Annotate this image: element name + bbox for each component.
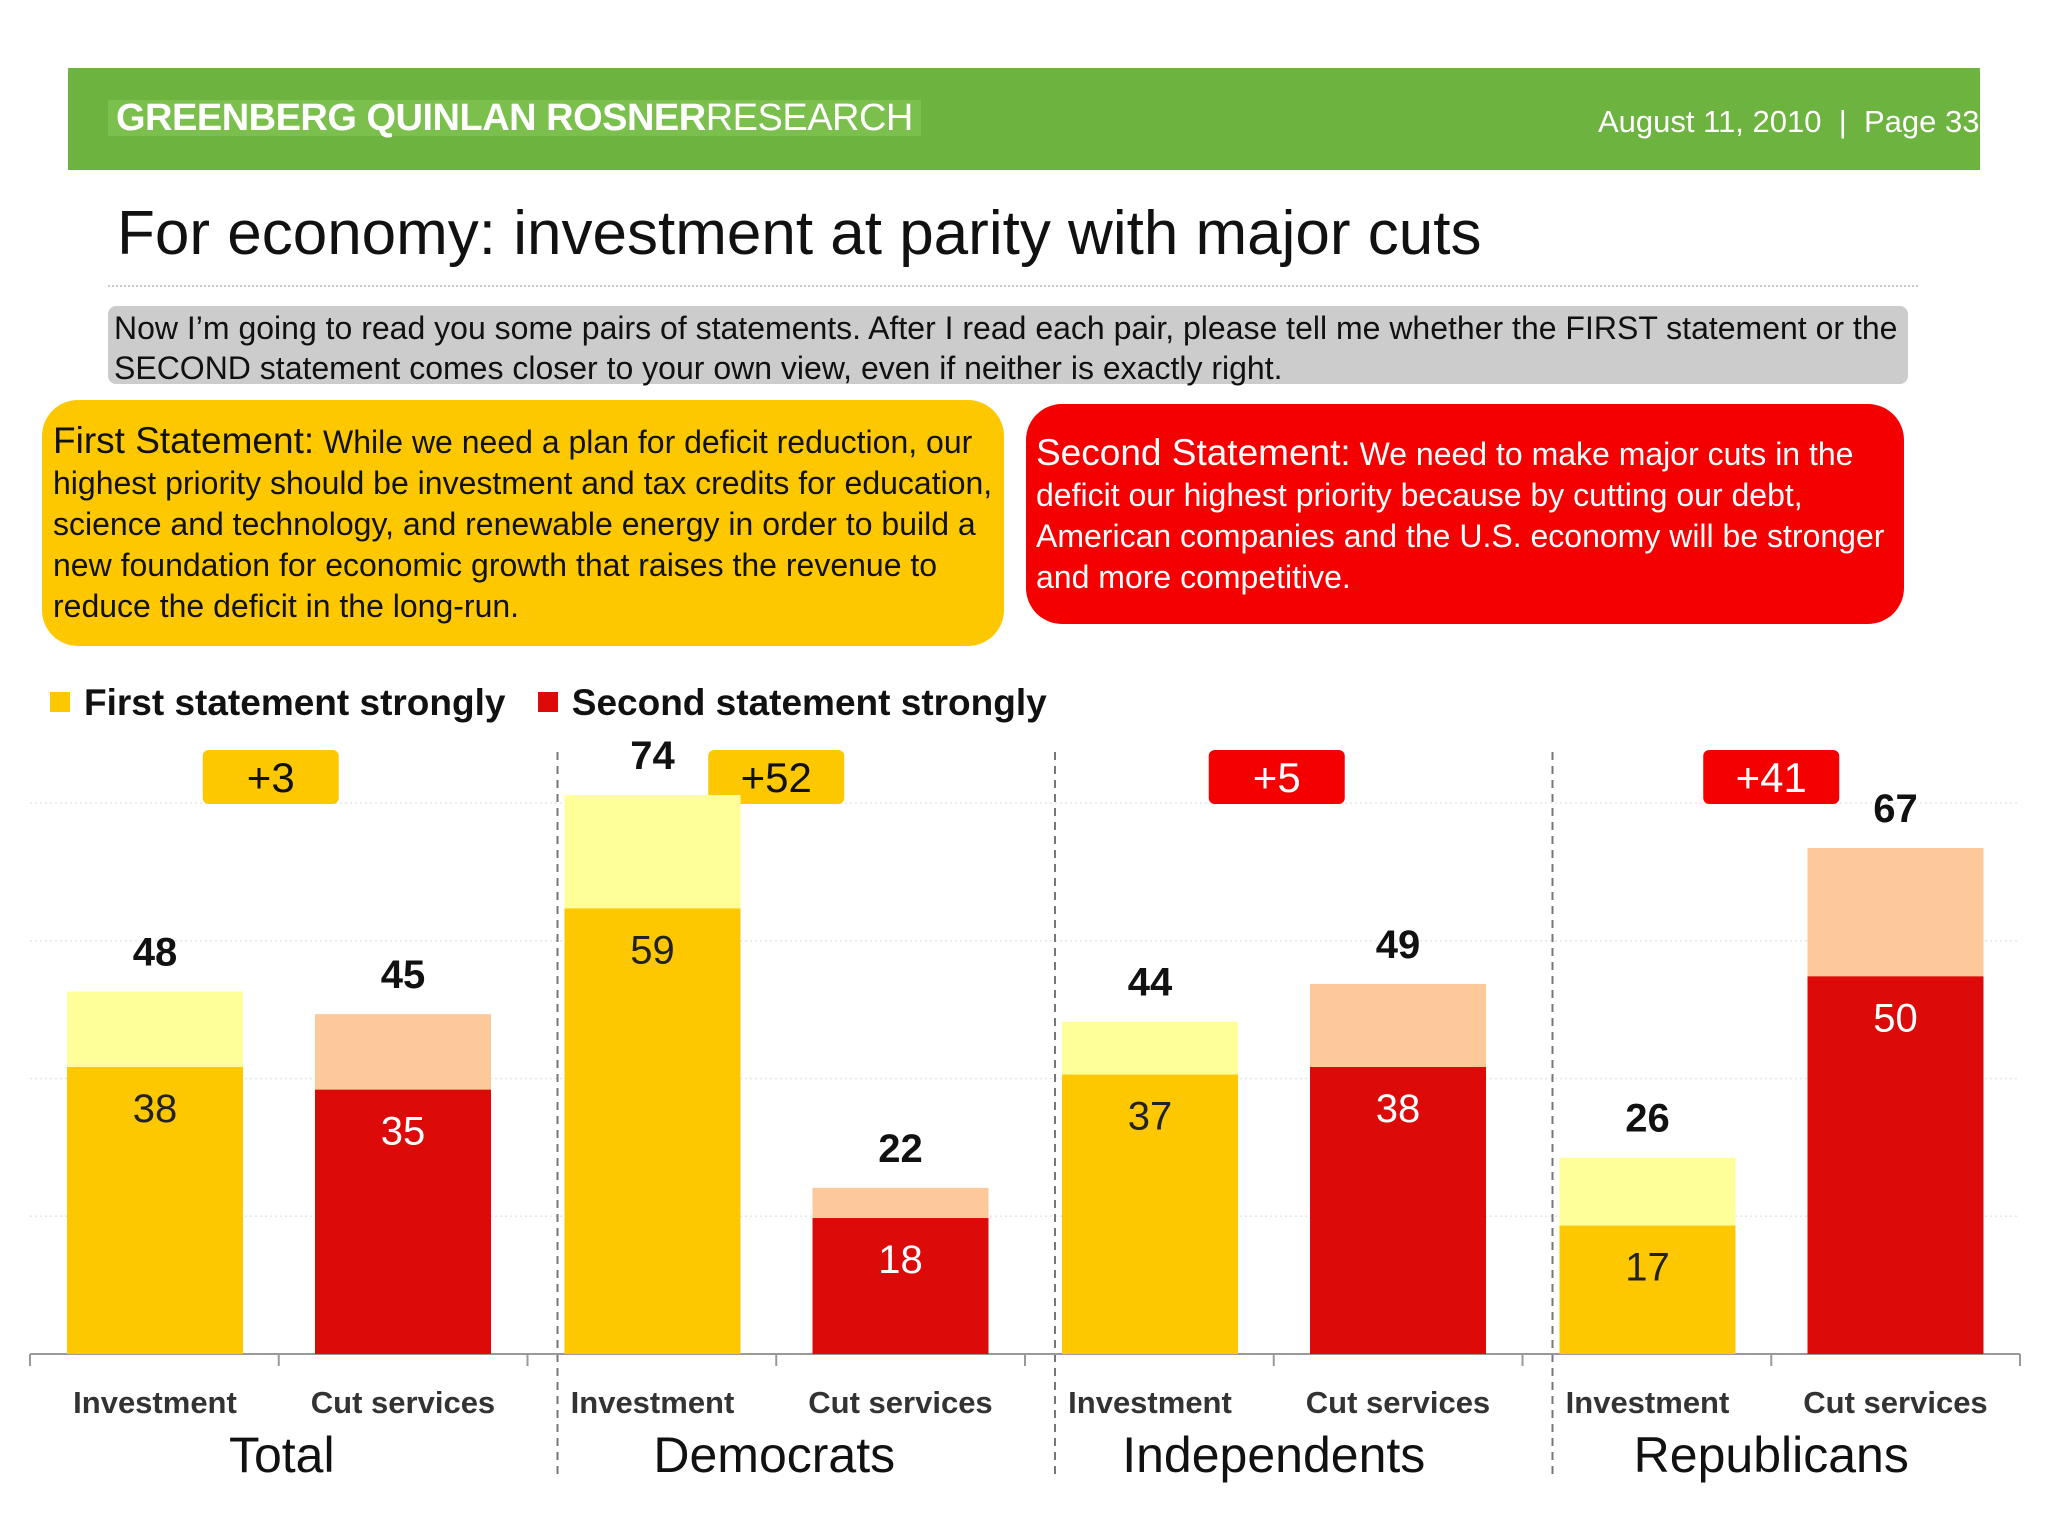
bar-total-label: 48 [133,930,178,974]
difference-label: +3 [247,754,295,801]
bar-strongly-segment [67,1067,243,1354]
bar-strongly-label: 38 [133,1087,178,1131]
page-title: For economy: investment at parity with m… [117,199,1482,268]
bar-strongly-label: 50 [1873,996,1918,1040]
chart-legend: First statement strongly Second statemen… [50,682,1069,724]
bar-total-label: 49 [1376,923,1421,967]
legend-item-second: Second statement strongly [537,682,1047,724]
bar-strongly-segment [315,1089,491,1354]
difference-label: +5 [1253,754,1301,801]
category-label: Cut services [1306,1385,1490,1420]
difference-badge [1208,750,1345,804]
legend-swatch-second [537,692,558,712]
bar-total-label: 44 [1128,961,1173,1005]
bar-strongly-label: 37 [1128,1095,1173,1139]
group-label: Total [229,1427,335,1483]
bar-total-label: 74 [630,734,675,778]
bar-strongly-segment [564,908,741,1354]
second-statement-box: Second Statement: We need to make major … [1026,404,1904,624]
first-statement-lead: First Statement: [53,420,315,461]
bar-strongly-segment [1062,1074,1238,1354]
bar-strongly-segment [1310,1067,1486,1354]
second-statement-text: We need to make major cuts in the defici… [1036,436,1885,595]
brand-name-light: RESEARCH [705,97,914,139]
bar-strongly-label: 38 [1376,1087,1421,1131]
category-label: Cut services [808,1385,992,1420]
category-label: Investment [571,1385,735,1420]
bar-total-label: 26 [1625,1097,1670,1141]
brand-logo: GREENBERG QUINLAN ROSNERRESEARCH [108,97,921,139]
bar-strongly-label: 59 [630,928,675,972]
group-label: Independents [1122,1427,1425,1483]
bar-total-label: 67 [1873,787,1918,831]
bar-total-label: 22 [878,1127,923,1171]
date-page-label: August 11, 2010 | Page 33 [1598,104,1980,139]
bar-strongly-segment [1807,976,1984,1354]
header-bar: GREENBERG QUINLAN ROSNERRESEARCH August … [68,68,1980,170]
bar-strongly-segment [1559,1225,1736,1354]
question-box: Now I’m going to read you some pairs of … [108,306,1908,386]
legend-swatch-first [50,692,70,712]
category-label: Cut services [1803,1385,1987,1420]
first-statement-box: First Statement: While we need a plan fo… [42,400,1004,646]
category-label: Investment [1068,1385,1232,1420]
category-label: Cut services [311,1385,495,1420]
difference-label: +41 [1736,754,1807,801]
difference-badge [202,750,339,804]
first-statement-text: While we need a plan for deficit reducti… [53,424,993,624]
bar-strongly-segment [812,1218,989,1354]
bar-total-label: 45 [381,953,426,997]
category-label: Investment [73,1385,237,1420]
bar-strongly-label: 17 [1625,1246,1670,1290]
difference-badge [708,750,845,804]
difference-badge [1703,750,1840,804]
category-label: Investment [1566,1385,1730,1420]
second-statement-lead: Second Statement: [1036,432,1351,473]
legend-item-first: First statement strongly [50,682,505,724]
legend-label-first: First statement strongly [84,682,506,723]
group-label: Republicans [1634,1427,1909,1483]
difference-label: +52 [741,754,812,801]
brand-name-bold: GREENBERG QUINLAN ROSNER [116,97,706,139]
bar-strongly-label: 18 [878,1238,923,1282]
title-divider [108,285,1918,287]
group-label: Democrats [653,1427,895,1483]
legend-label-second: Second statement strongly [571,682,1047,723]
bar-strongly-label: 35 [381,1110,426,1154]
